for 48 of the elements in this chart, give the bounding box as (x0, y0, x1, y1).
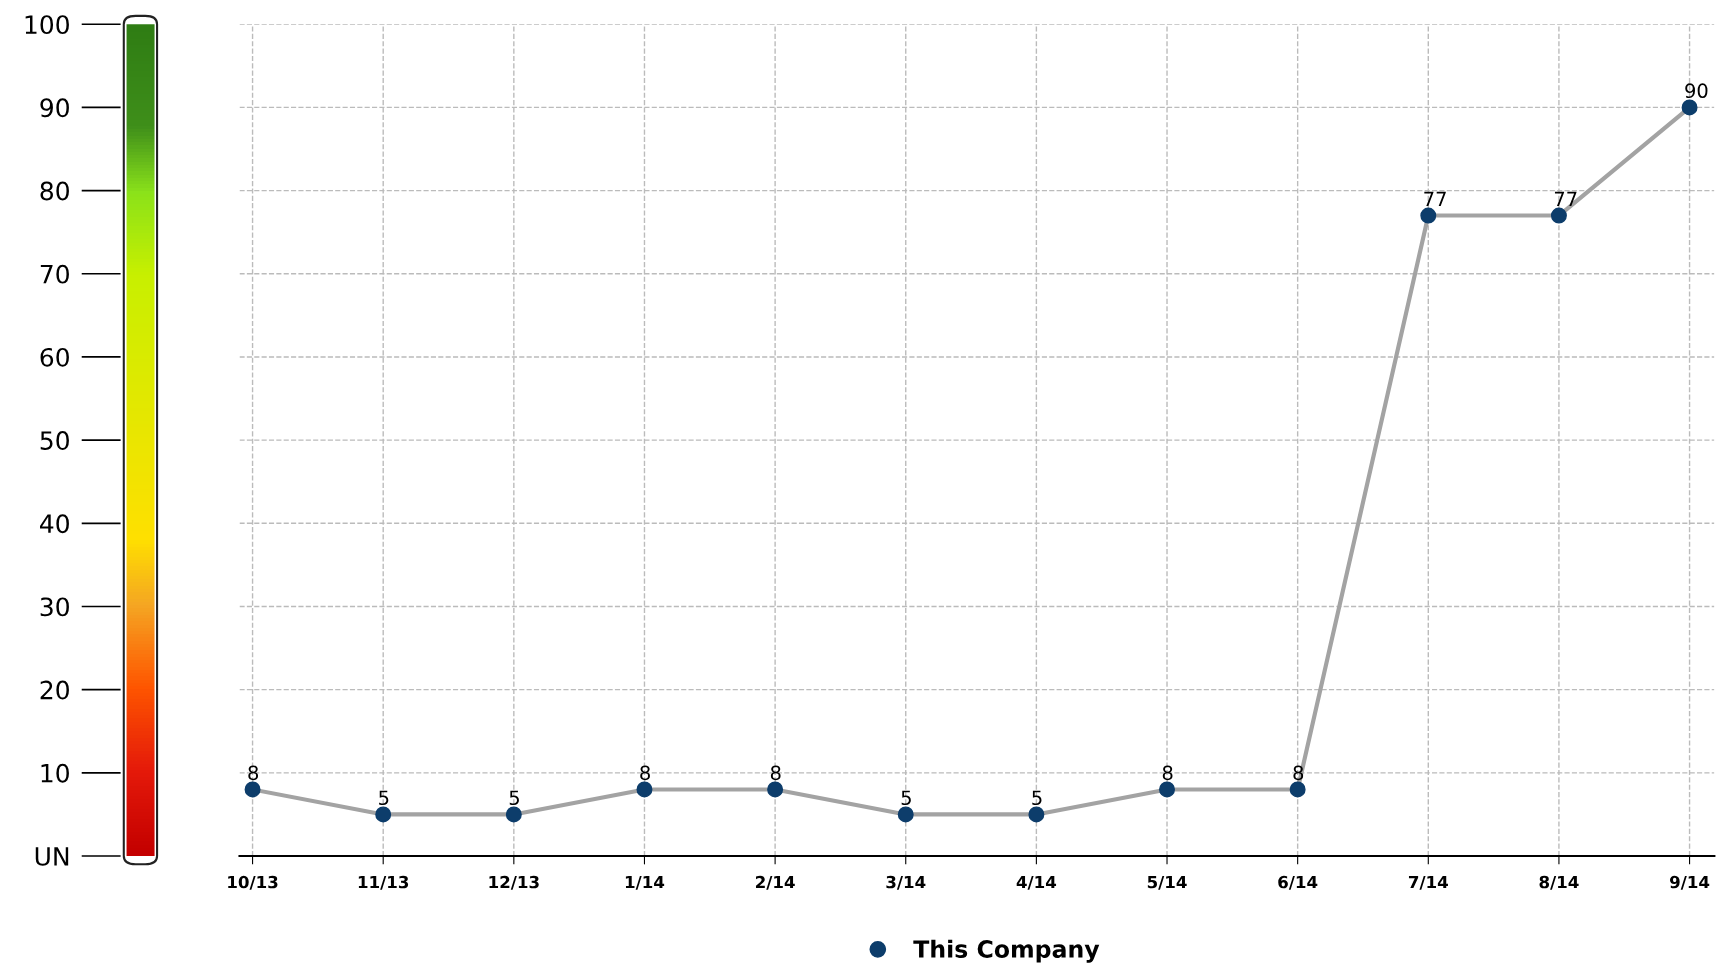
point (1028, 806, 1045, 823)
y-tick-label: 30 (40, 597, 69, 617)
x-tick-label: 1/14 (625, 875, 665, 890)
point (1159, 781, 1175, 798)
x-tick-label: 8/14 (1539, 875, 1579, 890)
x-tick-label: 5/14 (1147, 875, 1187, 890)
x-tick-label: 11/13 (358, 875, 409, 890)
data-label: 77 (1424, 191, 1446, 206)
y-tick-label: 40 (40, 514, 69, 534)
x-tick-label: 3/14 (886, 875, 926, 890)
point (636, 781, 653, 798)
point (1289, 781, 1306, 798)
data-label: 8 (1162, 765, 1173, 781)
point (1681, 99, 1698, 116)
y-tick-label: 70 (40, 264, 69, 284)
data-label: 77 (1554, 191, 1577, 206)
y-tick-label: 20 (40, 680, 69, 700)
point (375, 806, 392, 823)
x-tick-label: 7/14 (1408, 875, 1448, 890)
data-label: 5 (1032, 790, 1042, 806)
x-tick-label: 10/13 (228, 875, 278, 890)
point (1550, 207, 1567, 224)
data-label: 8 (640, 765, 650, 781)
point (244, 781, 261, 798)
y-tick-label: 60 (40, 347, 69, 367)
data-label: 8 (1293, 765, 1304, 781)
data-label: 5 (901, 790, 911, 806)
x-tick-label: 6/14 (1278, 875, 1318, 890)
point (897, 806, 914, 823)
data-label: 90 (1685, 83, 1708, 99)
point (767, 781, 784, 798)
x-tick-label: 2/14 (755, 875, 795, 890)
y-tick-label: 50 (40, 431, 69, 450)
x-tick-label: 9/14 (1669, 875, 1710, 890)
legend-label: This Company (913, 939, 1100, 963)
data-label: 5 (379, 790, 389, 806)
x-tick-label: 4/14 (1016, 875, 1057, 890)
y-tick-label: 10 (41, 763, 69, 783)
data-label: 8 (248, 765, 259, 781)
data-label: 8 (770, 765, 781, 781)
point (505, 806, 522, 823)
y-tick-label: 100 (25, 15, 69, 35)
point (1420, 207, 1437, 224)
y-tick-label: 90 (40, 98, 69, 118)
y-tick-label: 80 (40, 181, 69, 201)
y-tick-label: UN (35, 847, 69, 866)
x-tick-label: 12/13 (489, 875, 539, 890)
data-label: 5 (509, 790, 519, 806)
